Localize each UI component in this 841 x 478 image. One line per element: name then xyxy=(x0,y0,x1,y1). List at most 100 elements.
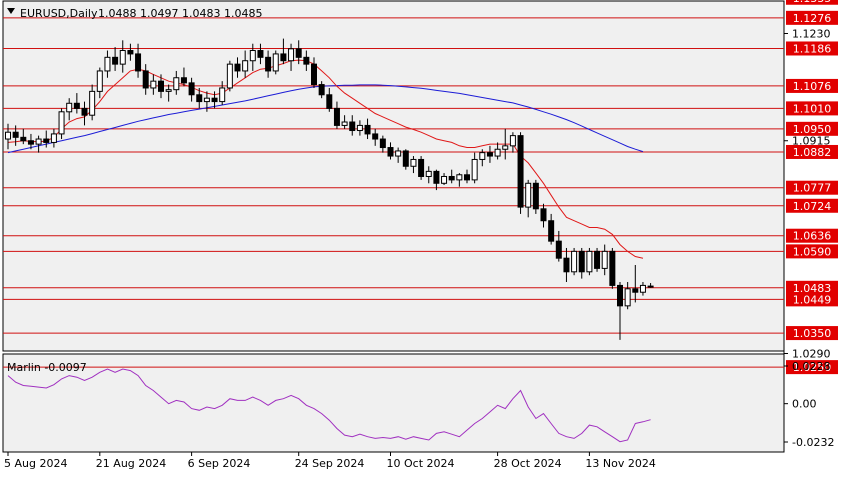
candle-bear xyxy=(372,133,379,140)
candle-bear xyxy=(196,94,203,103)
candle-bull xyxy=(341,121,348,126)
candle-bear xyxy=(112,56,119,65)
level-tag xyxy=(786,280,838,295)
candle-bear xyxy=(311,63,317,86)
candle-bull xyxy=(479,152,486,160)
candle-bull xyxy=(441,175,448,184)
candle-bear xyxy=(578,250,585,273)
candle-bear xyxy=(532,182,539,210)
candle-bear xyxy=(180,77,187,84)
candle-bear xyxy=(555,240,562,259)
candle-bull xyxy=(601,250,608,269)
level-tag-label: 1.1186 xyxy=(793,42,832,55)
candle-bull xyxy=(425,170,432,177)
candle-bear xyxy=(43,138,50,143)
level-tag xyxy=(786,10,838,25)
level-tag-label: 1.1076 xyxy=(793,80,832,93)
candle-bear xyxy=(280,53,287,62)
candle-bull xyxy=(226,63,233,89)
candle-bull xyxy=(624,288,631,307)
candle-bear xyxy=(234,63,241,72)
time-tick-label: 5 Aug 2024 xyxy=(4,457,67,470)
candle-bear xyxy=(387,147,394,157)
level-tag xyxy=(786,326,838,341)
candle-bear xyxy=(158,80,164,92)
candle-bear xyxy=(257,50,264,58)
candle-bear xyxy=(448,175,455,181)
candles xyxy=(5,38,654,340)
level-tag-label: 1.0449 xyxy=(793,293,832,306)
time-tick-label: 6 Sep 2024 xyxy=(188,457,251,470)
level-tag-label: 1.0350 xyxy=(793,327,832,340)
level-tag-label: 1.0636 xyxy=(793,230,832,243)
candle-bull xyxy=(272,53,279,72)
candle-bear xyxy=(349,121,356,132)
candle-bull xyxy=(104,56,111,72)
level-tag xyxy=(786,180,838,195)
candle-bull xyxy=(203,97,210,103)
candle-bear xyxy=(433,170,440,184)
candle-bull xyxy=(66,102,73,113)
candle-bear xyxy=(12,131,19,138)
level-tag-label: 1.0724 xyxy=(793,200,832,213)
oscillator-line xyxy=(7,368,651,443)
candle-bear xyxy=(27,140,34,145)
candle-bull xyxy=(165,89,172,92)
candle-bear xyxy=(632,288,639,293)
candle-bear xyxy=(326,94,333,109)
candle-bull xyxy=(96,70,103,92)
level-tag-label: 1.0950 xyxy=(793,123,832,136)
level-tag xyxy=(786,0,838,5)
candle-bull xyxy=(509,135,516,147)
level-lines xyxy=(3,17,784,368)
red-ma-line xyxy=(7,59,644,259)
level-tag xyxy=(786,360,838,375)
price-tick-label: 1.0915 xyxy=(792,135,831,148)
candle-bull xyxy=(410,158,417,167)
oscillator-panel[interactable] xyxy=(2,353,785,453)
candle-bear xyxy=(379,138,386,149)
candle-bear xyxy=(647,285,654,288)
candle-bull xyxy=(571,250,578,273)
price-panel[interactable] xyxy=(2,0,785,352)
osc-tick-label: 0.00 xyxy=(792,398,817,411)
candle-bull xyxy=(494,148,501,157)
triangle-down-icon[interactable] xyxy=(7,8,15,14)
candle-bull xyxy=(242,60,249,72)
candle-bear xyxy=(364,124,371,135)
candle-bear xyxy=(418,158,425,177)
level-tag-label: 1.0882 xyxy=(793,146,832,159)
time-tick-label: 10 Oct 2024 xyxy=(387,457,455,470)
candle-bull xyxy=(502,145,509,150)
candle-bear xyxy=(617,284,623,307)
candle-bear xyxy=(548,220,555,242)
symbol-label: EURUSD,Daily xyxy=(20,7,98,20)
level-tag xyxy=(786,292,838,307)
candle-bear xyxy=(517,135,524,208)
level-tag xyxy=(786,101,838,116)
candle-bear xyxy=(295,48,302,58)
candle-bull xyxy=(249,50,256,62)
time-axis-labels: 5 Aug 2024 21 Aug 2024 6 Sep 2024 24 Sep 20… xyxy=(4,452,656,470)
oscillator-series xyxy=(7,368,651,443)
level-tag xyxy=(786,78,838,93)
candle-bear xyxy=(594,250,601,269)
candle-bear xyxy=(303,56,310,65)
price-tick-label: 1.1230 xyxy=(792,28,831,41)
chart-header: EURUSD,Daily 1.0488 1.0497 1.0483 1.0485 xyxy=(7,7,262,20)
candle-bull xyxy=(586,250,593,273)
candle-bull xyxy=(35,138,42,145)
level-tag-label: 1.0483 xyxy=(793,282,832,295)
candle-bear xyxy=(127,50,134,55)
level-tag xyxy=(786,198,838,213)
candle-bull xyxy=(5,131,11,140)
moving-averages xyxy=(7,59,644,259)
candle-bear xyxy=(333,107,340,126)
ohlc-label: 1.0488 1.0497 1.0483 1.0485 xyxy=(98,7,262,20)
candle-bear xyxy=(609,250,616,286)
candle-bull xyxy=(58,111,65,135)
time-tick-label: 21 Aug 2024 xyxy=(96,457,166,470)
candle-bear xyxy=(265,56,272,72)
candle-bear xyxy=(563,257,570,273)
